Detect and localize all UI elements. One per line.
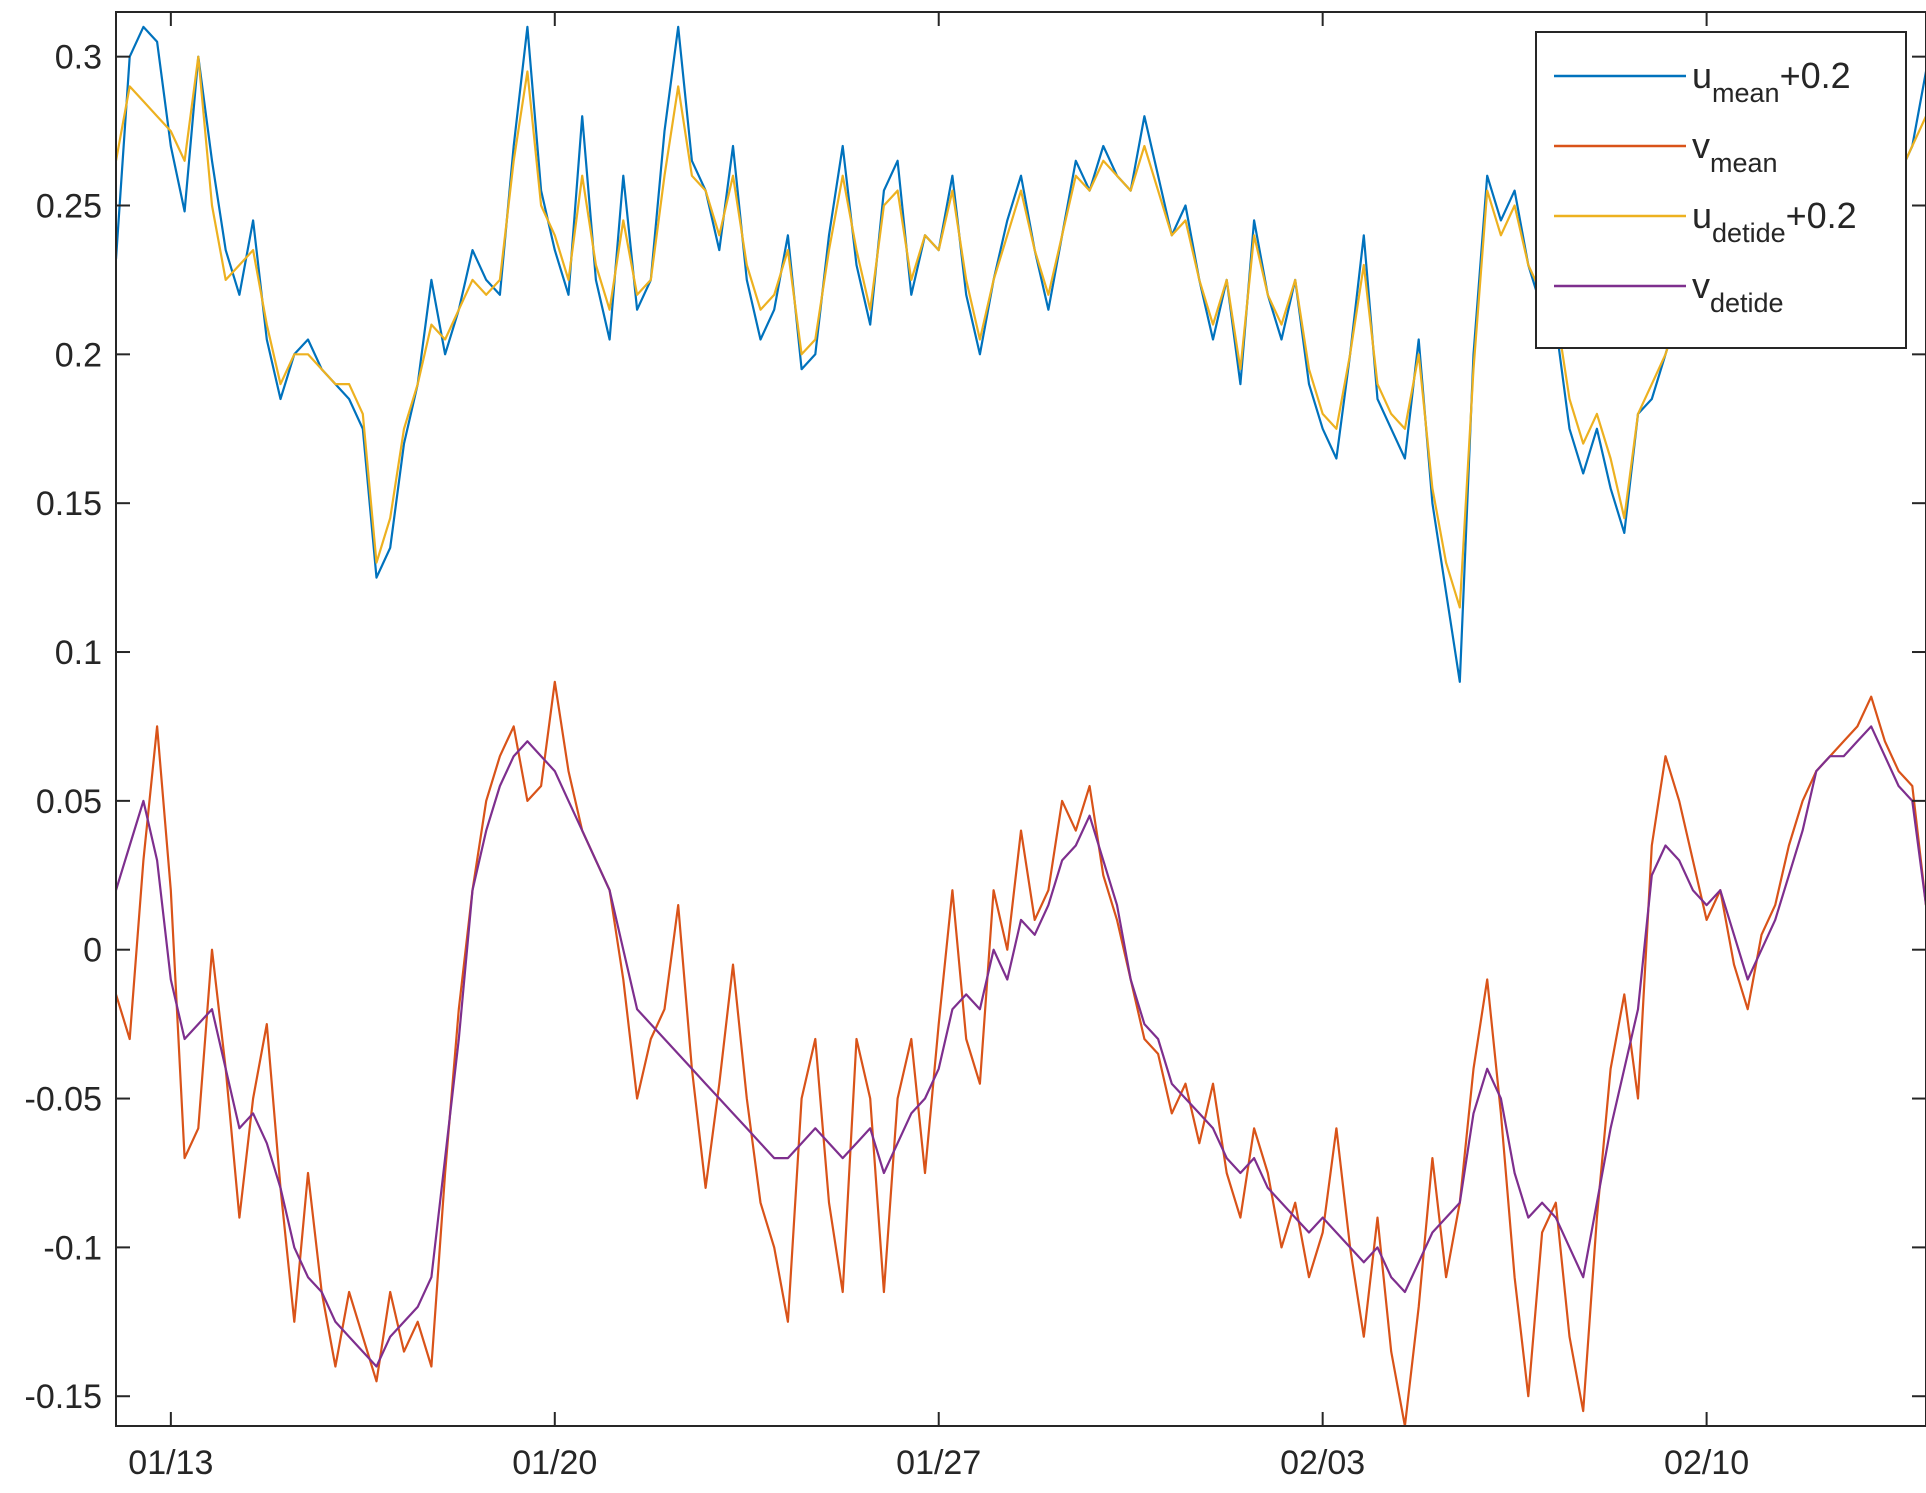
x-tick-label: 02/03 bbox=[1280, 1444, 1365, 1482]
y-tick-label: 0.25 bbox=[36, 187, 102, 225]
x-tick-label: 02/10 bbox=[1664, 1444, 1749, 1482]
y-tick-label: 0.2 bbox=[55, 336, 102, 374]
x-tick-label: 01/13 bbox=[128, 1444, 213, 1482]
y-tick-label: -0.15 bbox=[25, 1378, 103, 1416]
y-tick-label: 0.1 bbox=[55, 634, 102, 672]
y-tick-label: -0.05 bbox=[25, 1081, 103, 1119]
x-tick-label: 01/20 bbox=[512, 1444, 597, 1482]
y-tick-label: -0.1 bbox=[43, 1229, 102, 1267]
x-tick-label: 01/27 bbox=[896, 1444, 981, 1482]
y-tick-label: 0 bbox=[83, 932, 102, 970]
y-tick-label: 0.15 bbox=[36, 485, 102, 523]
y-tick-label: 0.05 bbox=[36, 783, 102, 821]
y-tick-label: 0.3 bbox=[55, 39, 102, 77]
